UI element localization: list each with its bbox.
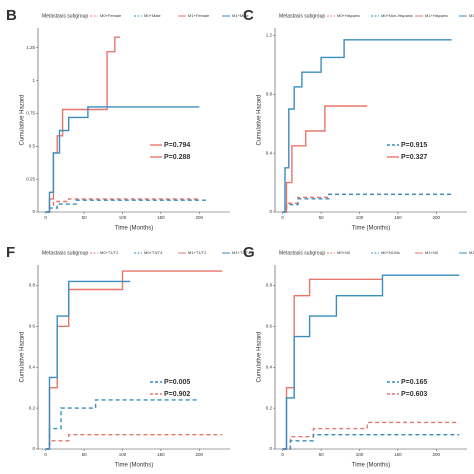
- y-tick-label: 0.2: [29, 405, 36, 410]
- plot-background: [275, 28, 467, 212]
- p-value: P=0.288: [164, 154, 190, 161]
- y-axis-label: Cumulative Hazard: [20, 94, 26, 145]
- legend-label: M1+Female: [188, 13, 210, 18]
- y-tick-label: 0.25: [26, 176, 35, 181]
- y-axis-label: Cumulative Hazard: [257, 331, 263, 382]
- y-tick-label: 1.2: [266, 33, 273, 38]
- x-tick-label: 100: [119, 215, 127, 220]
- legend-label: M1+Hispanic: [425, 13, 448, 18]
- cumulative-hazard-line: [282, 274, 460, 450]
- legend-label: M1+N1/Nx: [469, 250, 474, 255]
- p-value: P=0.327: [401, 154, 427, 161]
- x-tick-label: 200: [433, 215, 441, 220]
- legend-label: M0+Male: [144, 13, 161, 18]
- y-tick-label: 0.8: [266, 91, 273, 96]
- p-value: P=0.794: [164, 142, 190, 149]
- legend-label: M0+T3/T4: [144, 250, 163, 255]
- y-tick-label: 0.8: [29, 283, 36, 288]
- y-tick-label: 0.8: [266, 283, 273, 288]
- x-tick-label: 150: [157, 215, 165, 220]
- y-tick-label: 0: [32, 209, 35, 214]
- x-tick-label: 50: [319, 215, 325, 220]
- plot-background: [38, 28, 230, 212]
- p-value: P=0.603: [401, 391, 427, 398]
- x-tick-label: 0: [44, 215, 47, 220]
- panel: C Metastasis subgroup M0+Hispanic M0+Non-Hi…: [243, 7, 474, 232]
- legend-label: M0+N1/Nx: [381, 250, 400, 255]
- y-tick-label: 0.75: [26, 111, 35, 116]
- y-axis-label: Cumulative Hazard: [20, 331, 26, 382]
- plot-background: [38, 265, 230, 449]
- panel-letter: B: [6, 7, 17, 24]
- x-tick-label: 150: [394, 215, 402, 220]
- x-tick-label: 150: [394, 452, 402, 457]
- x-tick-label: 50: [82, 215, 88, 220]
- panel: B Metastasis subgroup M0+Female M0+Male M1+F…: [6, 7, 249, 232]
- x-tick-label: 50: [319, 452, 325, 457]
- y-tick-label: 0.6: [29, 324, 36, 329]
- x-tick-label: 200: [196, 452, 204, 457]
- y-tick-label: 0.4: [266, 364, 273, 369]
- panel-letter: C: [243, 7, 254, 24]
- x-tick-label: 100: [356, 452, 364, 457]
- legend-label: M0+N0: [337, 250, 351, 255]
- cumulative-hazard-line: [282, 193, 452, 213]
- cumulative-hazard-line: [282, 39, 452, 213]
- legend-label: M1+T3/T4: [232, 250, 251, 255]
- x-tick-label: 0: [281, 452, 284, 457]
- p-value: P=0.165: [401, 379, 427, 386]
- cumulative-hazard-line: [45, 280, 131, 450]
- p-value: P=0.005: [164, 379, 190, 386]
- y-tick-label: 0: [269, 209, 272, 214]
- y-tick-label: 0.4: [266, 150, 273, 155]
- legend-title: Metastasis subgroup: [279, 250, 325, 256]
- y-tick-label: 0.5: [29, 143, 36, 148]
- cumulative-hazard-line: [45, 106, 200, 213]
- x-tick-label: 100: [356, 215, 364, 220]
- x-tick-label: 100: [119, 452, 127, 457]
- x-tick-label: 0: [44, 452, 47, 457]
- legend-title: Metastasis subgroup: [42, 13, 88, 19]
- y-tick-label: 1: [32, 78, 35, 83]
- cumulative-hazard-line: [45, 198, 200, 213]
- x-tick-label: 0: [281, 215, 284, 220]
- legend-label: M1+T1/T2: [188, 250, 207, 255]
- p-value: P=0.902: [164, 391, 190, 398]
- y-tick-label: 1.25: [26, 45, 35, 50]
- x-axis-label: Time (Months): [352, 226, 390, 232]
- panel: F Metastasis subgroup M0+T1/T2 M0+T3/T4 M1+T…: [6, 244, 251, 469]
- legend-title: Metastasis subgroup: [279, 13, 325, 19]
- x-axis-label: Time (Months): [115, 226, 153, 232]
- legend-label: M0+Female: [100, 13, 122, 18]
- x-tick-label: 150: [157, 452, 165, 457]
- y-tick-label: 0: [269, 446, 272, 451]
- x-axis-label: Time (Months): [352, 463, 390, 469]
- y-tick-label: 0.4: [29, 364, 36, 369]
- x-tick-label: 50: [82, 452, 88, 457]
- cumulative-hazard-line: [282, 105, 368, 213]
- y-tick-label: 0.2: [266, 405, 273, 410]
- legend-label: M1+N0: [425, 250, 439, 255]
- x-tick-label: 200: [196, 215, 204, 220]
- legend-label: M1+Male: [232, 13, 249, 18]
- y-tick-label: 0.6: [266, 324, 273, 329]
- x-axis-label: Time (Months): [115, 463, 153, 469]
- plot-background: [275, 265, 467, 449]
- panel: G Metastasis subgroup M0+N0 M0+N1/Nx M1+N0 M1…: [243, 244, 474, 469]
- y-tick-label: 0: [32, 446, 35, 451]
- y-axis-label: Cumulative Hazard: [257, 94, 263, 145]
- legend-label: M1+Non-Hispanic: [469, 13, 474, 18]
- panel-letter: G: [243, 244, 255, 261]
- legend-label: M0+T1/T2: [100, 250, 119, 255]
- x-tick-label: 200: [433, 452, 441, 457]
- p-value: P=0.915: [401, 142, 427, 149]
- legend-title: Metastasis subgroup: [42, 250, 88, 256]
- legend-label: M0+Non-Hispanic: [381, 13, 413, 18]
- legend-label: M0+Hispanic: [337, 13, 360, 18]
- panel-letter: F: [6, 244, 15, 261]
